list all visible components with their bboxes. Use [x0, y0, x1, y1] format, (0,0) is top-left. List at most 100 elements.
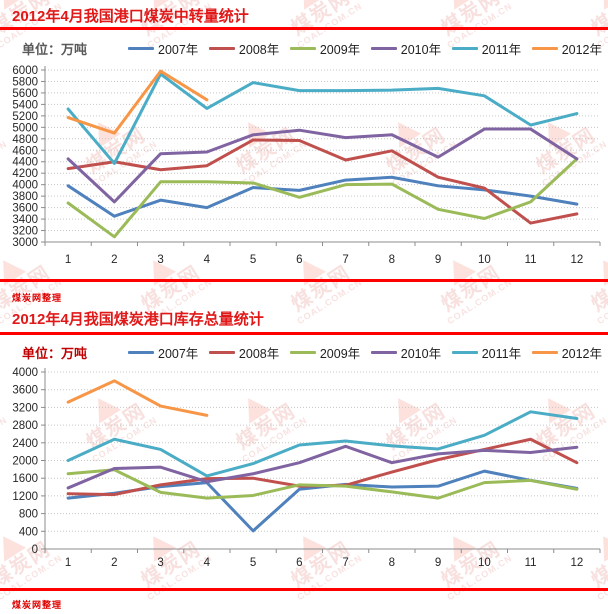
legend-line-swatch — [208, 46, 235, 50]
series-line-2011 — [66, 72, 579, 165]
legend-item-2011: 2011年 — [451, 343, 522, 362]
series-line-2012 — [66, 69, 209, 135]
svg-text:2: 2 — [111, 254, 117, 266]
legend-line-swatch — [128, 350, 154, 354]
legend-item-2009: 2009年 — [289, 343, 361, 362]
section-divider-2 — [0, 588, 608, 591]
series-line-2009 — [66, 468, 579, 500]
watermark-brand: 煤炭网 — [437, 0, 506, 41]
svg-text:4000: 4000 — [12, 180, 38, 192]
svg-text:3600: 3600 — [12, 385, 38, 397]
svg-text:4: 4 — [204, 557, 211, 569]
legend-item-2012: 2012年 — [531, 343, 602, 362]
legend-label: 2011年 — [481, 42, 522, 57]
legend-label: 2007年 — [158, 346, 199, 361]
legend-label: 2008年 — [238, 42, 280, 57]
svg-text:800: 800 — [19, 509, 38, 521]
watermark-domain: COAL.COM.CN — [595, 276, 608, 327]
legend-line-swatch — [289, 350, 316, 354]
svg-text:5: 5 — [250, 557, 256, 569]
legend-label: 2008年 — [238, 346, 280, 361]
svg-text:1: 1 — [65, 254, 71, 266]
svg-text:3: 3 — [157, 254, 163, 266]
series-line-2010 — [66, 444, 579, 490]
svg-text:5800: 5800 — [12, 76, 38, 88]
svg-text:7: 7 — [342, 254, 348, 266]
watermark-brand: 煤炭网 — [587, 0, 608, 41]
legend-item-2007: 2007年 — [128, 343, 198, 362]
chart2-legend: 2007年 2008年 2009年 2010年 2011年 2012年 — [128, 342, 602, 362]
chart1-unit-label: 单位：万吨 — [22, 42, 88, 57]
legend-item-2008: 2008年 — [208, 343, 280, 362]
legend-item-2012: 2012年 — [531, 39, 602, 58]
legend-line-swatch — [370, 350, 397, 354]
watermark-brand: 煤炭网 — [287, 0, 356, 41]
legend-label: 2011年 — [481, 346, 522, 361]
svg-text:6000: 6000 — [12, 65, 38, 77]
svg-text:5400: 5400 — [12, 99, 38, 111]
legend-item-2010: 2010年 — [370, 39, 442, 58]
svg-text:0: 0 — [32, 544, 38, 556]
watermark-logo-icon — [442, 0, 476, 10]
legend-item-2007: 2007年 — [128, 39, 198, 58]
legend-label: 2010年 — [400, 42, 442, 57]
legend-label: 2009年 — [319, 346, 361, 361]
legend-item-2009: 2009年 — [289, 39, 361, 58]
svg-text:5000: 5000 — [12, 122, 38, 134]
svg-text:6: 6 — [296, 557, 302, 569]
svg-text:2000: 2000 — [12, 456, 38, 468]
svg-text:1600: 1600 — [12, 473, 38, 485]
chart1-legend: 2007年 2008年 2009年 2010年 2011年 2012年 — [128, 38, 602, 58]
legend-label: 2007年 — [158, 42, 199, 57]
chart1-plot: 3000320034003600380040004200440046004800… — [12, 65, 601, 266]
series-line-2012 — [66, 379, 209, 417]
svg-text:9: 9 — [435, 254, 441, 266]
svg-text:4000: 4000 — [12, 367, 38, 379]
svg-text:2: 2 — [111, 557, 117, 569]
svg-text:1: 1 — [65, 557, 71, 569]
svg-text:6: 6 — [296, 254, 302, 266]
series-line-2007 — [66, 175, 579, 218]
chart2-plot: 0 400 800 1200 1600 2000 2400 2800 3200 3600 4000 1… — [12, 367, 601, 569]
watermark-domain: COAL.COM.CN — [295, 276, 364, 327]
svg-text:4400: 4400 — [12, 157, 38, 169]
series-line-2011 — [66, 410, 579, 478]
legend-label: 2012年 — [561, 42, 602, 57]
source-note-1: 煤炭网整理 — [12, 293, 63, 303]
svg-text:7: 7 — [342, 557, 348, 569]
series-line-2009 — [66, 157, 579, 239]
legend-label: 2010年 — [400, 346, 442, 361]
chart1-title: 2012年4月我国港口煤炭中转量统计 — [12, 8, 249, 25]
series-line-2007 — [66, 469, 579, 533]
svg-text:10: 10 — [478, 254, 491, 266]
chart2-legend-row: 单位：万吨 2007年 2008年 2009年 2010年 2011年 2012年 — [0, 342, 608, 362]
svg-text:3800: 3800 — [12, 191, 38, 203]
chart2-title: 2012年4月我国煤炭港口库存总量统计 — [12, 311, 264, 328]
svg-text:12: 12 — [570, 254, 583, 266]
svg-text:5200: 5200 — [12, 111, 38, 123]
svg-text:400: 400 — [19, 526, 38, 538]
legend-item-2011: 2011年 — [451, 39, 522, 58]
legend-line-swatch — [370, 46, 397, 50]
svg-text:11: 11 — [525, 557, 537, 569]
svg-text:8: 8 — [389, 254, 395, 266]
svg-text:1200: 1200 — [12, 491, 38, 503]
svg-text:4200: 4200 — [12, 168, 38, 180]
svg-text:11: 11 — [525, 254, 537, 266]
watermark-logo-icon — [592, 0, 608, 10]
svg-text:3: 3 — [157, 557, 163, 569]
series-line-2010 — [66, 127, 579, 204]
section-divider-1 — [0, 279, 608, 282]
svg-text:3400: 3400 — [12, 214, 38, 226]
svg-text:9: 9 — [435, 557, 441, 569]
watermark-logo-icon — [292, 0, 326, 10]
legend-item-2010: 2010年 — [370, 343, 442, 362]
source-note-2: 煤炭网整理 — [12, 600, 63, 610]
legend-item-2008: 2008年 — [208, 39, 280, 58]
legend-line-swatch — [289, 46, 316, 50]
svg-text:8: 8 — [389, 557, 395, 569]
svg-text:4800: 4800 — [12, 134, 38, 146]
legend-line-swatch — [531, 46, 558, 50]
svg-text:5: 5 — [250, 254, 256, 266]
legend-label: 2009年 — [319, 42, 361, 57]
